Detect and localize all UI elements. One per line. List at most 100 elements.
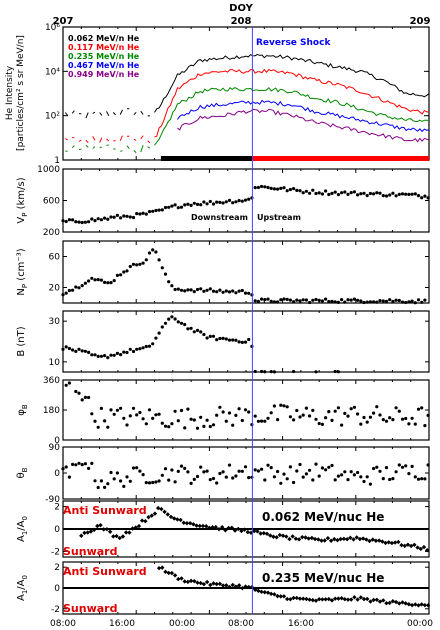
data-point [236,526,241,532]
data-point [103,419,107,423]
y-axis-label: θB [16,467,29,478]
data-point [231,201,235,205]
data-point [175,517,180,522]
data-point [237,289,241,293]
data-point [119,406,123,410]
data-point [253,414,257,418]
data-point [298,299,302,303]
data-point [304,189,308,193]
data-point [336,370,340,374]
data-point [205,418,209,422]
data-point [199,415,203,419]
data-point [218,471,222,476]
data-point [310,597,315,603]
data-point [61,219,65,223]
data-point [272,475,276,479]
data-point [176,576,181,582]
data-point [346,478,350,482]
data-point [128,264,132,269]
data-point [87,350,91,354]
data-point [199,287,203,291]
data-point [227,338,232,342]
data-point [404,416,408,421]
data-point [103,354,107,358]
data-point [93,419,97,423]
data-point [82,530,87,536]
data-point [288,597,293,602]
data-point [247,337,251,342]
data-point [80,284,84,288]
data-point [253,468,257,472]
data-point [301,191,305,195]
data-point [138,262,142,266]
data-point [224,583,229,588]
data-point [333,478,337,482]
data-point [265,590,271,595]
data-point [167,478,171,482]
data-point [394,298,398,302]
data-point [160,565,165,570]
data-point [300,596,306,601]
data-point [127,530,132,535]
data-point [356,412,360,416]
data-point [349,191,353,195]
data-point [260,419,264,423]
data-point [375,300,379,304]
data-point [119,216,123,220]
y-tick-label: 0 [54,584,60,594]
y-tick-label: -2 [51,547,60,557]
data-point [230,582,235,588]
data-point [227,198,232,202]
data-point [144,481,148,485]
data-point [420,406,424,410]
data-point [162,509,167,515]
data-point [327,410,331,414]
data-point [292,480,296,485]
data-point [183,322,187,327]
data-point [103,485,107,489]
data-point [131,215,136,220]
data-point [276,469,280,474]
panel-he-intensity: 1 10² 10⁴ 10⁶ He Intensity[particles/cm² s s… [5,23,430,166]
data-point [109,408,113,412]
data-point [272,300,276,304]
data-point [83,281,87,285]
data-point [187,521,193,526]
y-axis-label: A1/A0 [16,575,29,601]
data-point [423,477,427,481]
data-point [125,350,129,355]
data-point [294,595,299,601]
data-point [410,192,414,196]
y-tick-label: -2 [51,605,60,615]
data-point [117,535,122,541]
data-point [122,270,126,274]
data-point [247,197,251,201]
data-point [135,263,139,267]
data-point [173,317,177,321]
data-point [250,423,254,427]
data-point [79,533,84,538]
data-point [151,248,155,252]
data-point [388,477,392,482]
data-point [195,202,200,206]
data-point [272,592,277,597]
data-point [365,420,369,424]
data-point [98,522,103,528]
data-point [160,266,164,270]
data-point [288,415,292,419]
y-tick-label: 0 [54,469,60,479]
data-point [400,300,405,304]
data-point [345,597,351,602]
data-point [330,463,334,468]
data-point [167,425,171,429]
data-point [80,398,84,402]
data-point [330,299,334,303]
data-point [253,186,257,190]
data-point [221,290,225,294]
data-point [163,321,168,325]
data-point [99,278,103,282]
y-label-unit: (nT) [16,326,27,350]
data-point [400,192,405,196]
data-point [333,369,337,374]
data-point [426,196,430,200]
